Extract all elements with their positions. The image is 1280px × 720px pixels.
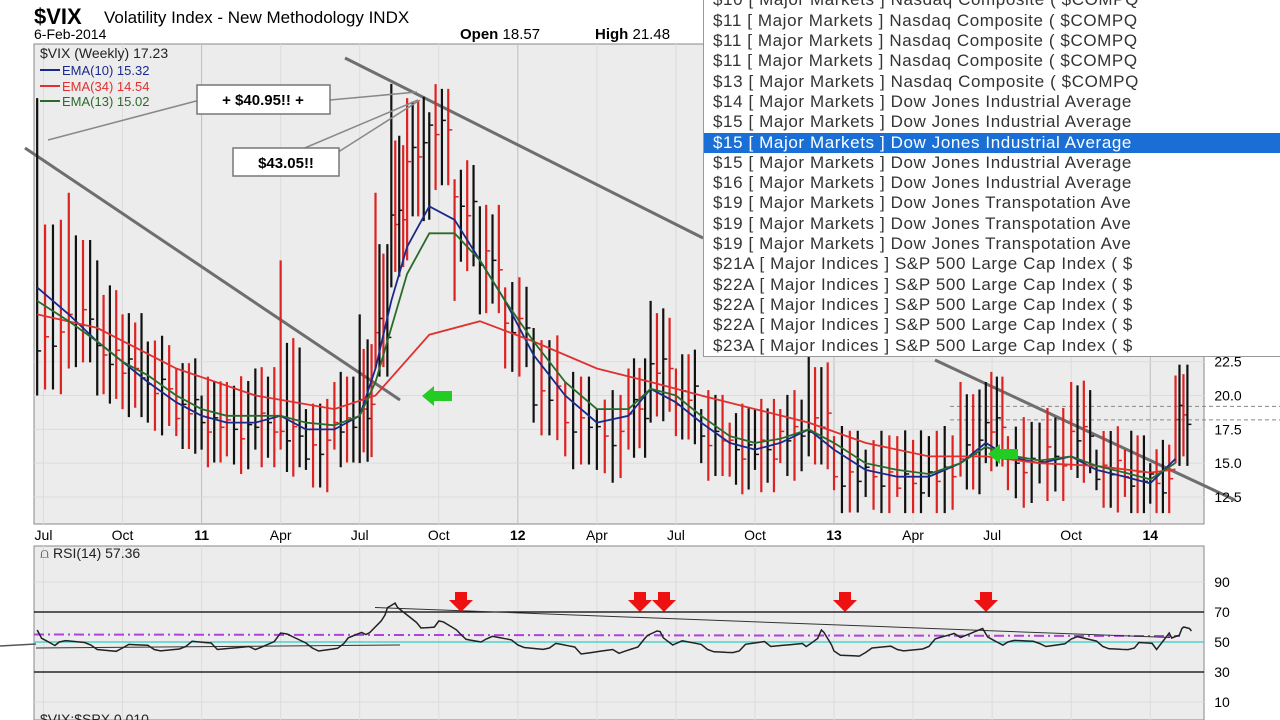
- symbol-name: Volatility Index - New Methodology INDX: [104, 8, 410, 27]
- price-x-axis: Jul Oct 11 Apr Jul Oct 12 Apr Jul Oct 13 Apr Jul Oct 1…: [35, 527, 1159, 543]
- red-arrow-icon: [974, 592, 998, 612]
- callout-43-05: $43.05!!: [232, 99, 421, 177]
- x-tick-label: Apr: [270, 527, 292, 543]
- green-arrow-icon: [422, 386, 452, 406]
- open-stat: Open 18.57: [460, 26, 541, 43]
- price-y-axis: 12.5 15.0 17.5 20.0 22.5: [1214, 354, 1241, 505]
- dropdown-item[interactable]: $23A [ Major Indices ] S&P 500 Large Cap…: [713, 335, 1133, 355]
- dropdown-item[interactable]: $11 [ Major Markets ] Nasdaq Composite (…: [713, 51, 1138, 71]
- rsi-y-tick-label: 30: [1214, 664, 1230, 680]
- symbol: $VIX: [34, 4, 82, 29]
- legend-ema10: EMA(10) 15.32: [62, 63, 149, 78]
- rsi-y-tick-label: 10: [1214, 694, 1230, 710]
- dropdown-item[interactable]: $14 [ Major Markets ] Dow Jones Industri…: [713, 91, 1132, 111]
- y-tick-label: 17.5: [1214, 421, 1241, 437]
- trendline-stub: [0, 643, 37, 647]
- x-tick-label: Oct: [428, 527, 450, 543]
- x-tick-label: Oct: [112, 527, 134, 543]
- y-tick-label: 20.0: [1214, 388, 1241, 404]
- ema-line-ema13: [36, 232, 1176, 481]
- rsi-y-tick-label: 90: [1214, 574, 1230, 590]
- rsi-average-line: [33, 633, 1181, 637]
- red-arrow-icon: [652, 592, 676, 612]
- dropdown-item[interactable]: $11 [ Major Markets ] Nasdaq Composite (…: [713, 31, 1138, 50]
- rsi-trendline: [374, 607, 1171, 638]
- legend-main: $VIX (Weekly) 17.23: [40, 45, 168, 61]
- rsi-lines: [36, 602, 1192, 657]
- x-tick-label: 14: [1142, 527, 1158, 543]
- x-tick-label: Jul: [983, 527, 1001, 543]
- y-tick-label: 22.5: [1214, 354, 1241, 370]
- x-tick-label: Jul: [35, 527, 53, 543]
- chart-date: 6-Feb-2014: [34, 26, 107, 42]
- dropdown-item[interactable]: $15 [ Major Markets ] Dow Jones Industri…: [713, 152, 1132, 172]
- trendline-left: [24, 146, 401, 402]
- rsi-y-tick-label: 50: [1214, 634, 1230, 650]
- price-legend: $VIX (Weekly) 17.23 EMA(10) 15.32 EMA(34…: [40, 45, 168, 109]
- legend-ema13: EMA(13) 15.02: [62, 94, 149, 109]
- dropdown-item[interactable]: $15 [ Major Markets ] Dow Jones Industri…: [713, 112, 1132, 132]
- y-tick-label: 12.5: [1214, 489, 1241, 505]
- x-tick-label: Jul: [667, 527, 685, 543]
- dropdown-item[interactable]: $11 [ Major Markets ] Nasdaq Composite (…: [713, 10, 1138, 30]
- rsi-line: [36, 602, 1192, 657]
- dropdown-item[interactable]: $13 [ Major Markets ] Nasdaq Composite (…: [713, 71, 1139, 91]
- trendline-top: [344, 56, 704, 240]
- callout-label-1: + $40.95!! +: [222, 92, 304, 109]
- rsi-y-tick-label: 70: [1214, 604, 1230, 620]
- dropdown-item[interactable]: $15 [ Major Markets ] Dow Jones Industri…: [704, 132, 1280, 153]
- dropdown-item[interactable]: $22A [ Major Indices ] S&P 500 Large Cap…: [713, 294, 1133, 314]
- rsi-grid: [33, 546, 1204, 720]
- green-arrow-icon: [988, 444, 1018, 464]
- callout-40-95: + $40.95!! +: [47, 84, 418, 141]
- rsi-panel: [33, 545, 1205, 720]
- x-tick-label: Jul: [351, 527, 369, 543]
- dropdown-item[interactable]: $21A [ Major Indices ] S&P 500 Large Cap…: [713, 254, 1133, 274]
- dropdown-item[interactable]: $16 [ Major Markets ] Dow Jones Industri…: [713, 173, 1132, 193]
- dropdown-item[interactable]: $19 [ Major Markets ] Dow Jones Transpot…: [713, 193, 1132, 213]
- red-arrow-icon: [628, 592, 652, 612]
- legend-ema34: EMA(34) 14.54: [62, 79, 149, 94]
- x-tick-label: Apr: [902, 527, 924, 543]
- x-tick-label: 11: [194, 527, 209, 543]
- dropdown-item[interactable]: $22A [ Major Indices ] S&P 500 Large Cap…: [713, 274, 1133, 294]
- bottom-legend-cut: $VIX:$SPX 0.010: [40, 711, 149, 720]
- ema-lines: [36, 205, 1177, 485]
- red-arrow-icon: [449, 592, 473, 612]
- x-tick-label: Apr: [586, 527, 608, 543]
- x-tick-label: 13: [826, 527, 842, 543]
- rsi-trendline-low: [35, 644, 401, 649]
- dropdown-item[interactable]: $19 [ Major Markets ] Dow Jones Transpot…: [713, 234, 1132, 253]
- high-stat: High 21.48: [595, 26, 671, 43]
- x-tick-label: 12: [510, 527, 526, 543]
- ema-line-ema10: [36, 205, 1177, 485]
- dropdown-item[interactable]: $19 [ Major Markets ] Dow Jones Transpot…: [713, 213, 1132, 233]
- symbol-dropdown-list[interactable]: $10 [ Major Markets ] Nasdaq Composite (…: [703, 0, 1280, 357]
- x-tick-label: Oct: [1060, 527, 1082, 543]
- dropdown-item[interactable]: $10 [ Major Markets ] Nasdaq Composite (…: [704, 0, 1280, 11]
- rsi-red-arrows: [449, 592, 998, 612]
- red-arrow-icon: [833, 592, 857, 612]
- ema-line-ema34: [37, 313, 1176, 474]
- dropdown-item[interactable]: $22A [ Major Indices ] S&P 500 Large Cap…: [713, 315, 1133, 335]
- callout-label-2: $43.05!!: [258, 155, 314, 172]
- chart-icon: ⩍: [40, 545, 53, 561]
- y-tick-label: 15.0: [1214, 455, 1241, 471]
- rsi-legend: ⩍ RSI(14) 57.36: [40, 545, 140, 561]
- x-tick-label: Oct: [744, 527, 766, 543]
- rsi-y-axis: 10 30 50 70 90: [1214, 574, 1230, 710]
